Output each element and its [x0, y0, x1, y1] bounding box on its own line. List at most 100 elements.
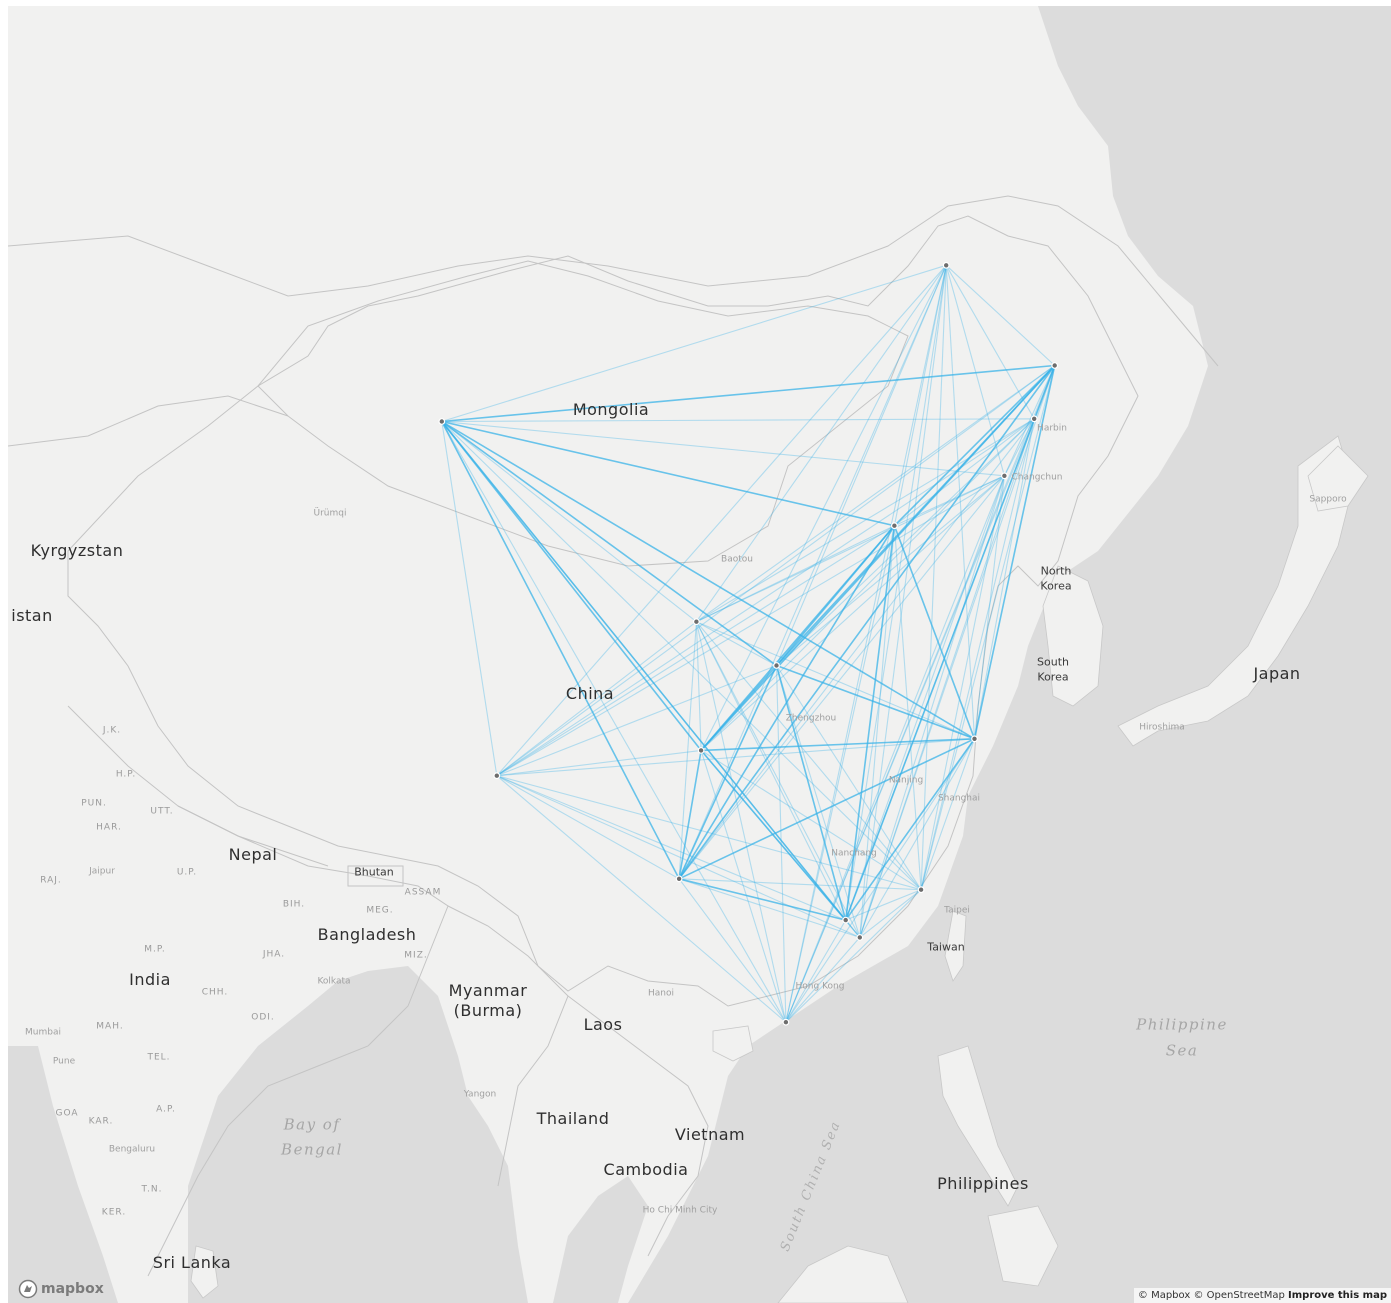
- city-marker[interactable]: [856, 934, 864, 941]
- label-taiwan: Taiwan: [927, 940, 965, 954]
- attribution-osm-link[interactable]: © OpenStreetMap: [1193, 1290, 1285, 1301]
- map-canvas[interactable]: Mongolia China Kyrgyzstan istan Nepal Bh…: [8, 6, 1391, 1303]
- flight-route: [859, 475, 1005, 938]
- region-raj: RAJ.: [40, 875, 62, 886]
- map-svg[interactable]: [8, 6, 1391, 1303]
- taiwan-landmass: [944, 910, 967, 982]
- city-kolkata: Kolkata: [317, 976, 351, 987]
- flight-route: [775, 665, 861, 938]
- flight-route: [695, 621, 922, 891]
- city-nanchang: Nanchang: [831, 848, 877, 859]
- city-marker[interactable]: [493, 772, 501, 780]
- label-thailand: Thailand: [536, 1109, 610, 1128]
- region-chh: CHH.: [201, 987, 229, 998]
- flight-route: [945, 265, 1035, 420]
- flight-route: [844, 525, 896, 921]
- region-ap: A.P.: [156, 1104, 176, 1115]
- flight-route: [441, 420, 1005, 477]
- mongolia-border: [257, 260, 909, 567]
- region-bih: BIH.: [282, 899, 306, 910]
- city-marker[interactable]: [971, 735, 978, 743]
- mapbox-logo-icon: [18, 1279, 38, 1299]
- city-bengaluru: Bengaluru: [108, 1144, 156, 1155]
- city-hanoi: Hanoi: [648, 988, 674, 999]
- flight-route: [920, 265, 947, 890]
- flight-route: [678, 665, 778, 880]
- city-marker[interactable]: [697, 747, 705, 754]
- flight-route: [696, 365, 1056, 623]
- city-marker[interactable]: [842, 916, 850, 924]
- region-hp: H.P.: [115, 769, 137, 780]
- attribution-mapbox-link[interactable]: © Mapbox: [1137, 1290, 1191, 1301]
- flight-route: [785, 265, 947, 1023]
- flight-route: [696, 525, 895, 623]
- flight-route: [496, 775, 922, 891]
- flight-route: [920, 738, 976, 890]
- city-marker[interactable]: [1001, 472, 1008, 480]
- city-hong-kong: Hong Kong: [795, 981, 845, 992]
- flight-route: [700, 750, 861, 938]
- flight-route: [776, 665, 922, 890]
- label-istan: istan: [11, 606, 53, 625]
- mapbox-logo-text: mapbox: [41, 1281, 104, 1297]
- flight-route: [441, 421, 787, 1023]
- city-taipei: Taipei: [944, 905, 970, 916]
- flight-route: [496, 775, 680, 880]
- city-marker[interactable]: [782, 1018, 790, 1026]
- flight-route: [775, 665, 787, 1023]
- city-marker[interactable]: [942, 261, 950, 269]
- city-marker[interactable]: [773, 662, 780, 669]
- flight-route: [441, 420, 975, 740]
- flight-route: [776, 475, 1005, 666]
- city-marker[interactable]: [438, 418, 446, 425]
- label-bangladesh: Bangladesh: [317, 925, 417, 944]
- flight-route: [920, 365, 1056, 890]
- flight-route: [441, 421, 498, 776]
- flight-route: [785, 475, 1005, 1023]
- city-baotou: Baotou: [721, 554, 753, 565]
- flight-route: [775, 265, 947, 666]
- flight-route: [441, 420, 777, 667]
- russia-border: [8, 195, 1219, 367]
- city-marker[interactable]: [1051, 362, 1059, 369]
- flight-route: [679, 878, 922, 891]
- flight-route: [920, 475, 1005, 890]
- label-myanmar-line2: (Burma): [453, 1001, 523, 1020]
- mapbox-logo[interactable]: mapbox: [18, 1279, 104, 1299]
- flight-route: [785, 418, 1035, 1023]
- flight-route: [859, 265, 947, 938]
- city-marker[interactable]: [917, 886, 925, 894]
- city-marker[interactable]: [891, 522, 898, 530]
- flight-route: [785, 365, 1056, 1023]
- city-zhengzhou: Zhengzhou: [785, 713, 837, 724]
- flight-route: [1003, 418, 1035, 477]
- flight-route: [678, 475, 1005, 880]
- label-laos: Laos: [583, 1015, 623, 1034]
- city-marker[interactable]: [675, 875, 683, 883]
- flight-route: [496, 365, 1056, 777]
- region-jk: J.K.: [102, 725, 122, 736]
- city-marker[interactable]: [1030, 415, 1038, 423]
- flight-route: [845, 889, 922, 921]
- luzon-landmass: [937, 1045, 1019, 1207]
- sri-lanka-landmass: [190, 1245, 219, 1299]
- china-border: [67, 215, 1139, 1007]
- flight-route: [678, 878, 860, 938]
- flight-route: [894, 418, 1035, 527]
- attribution-improve-link[interactable]: Improve this map: [1288, 1290, 1387, 1301]
- label-bhutan: Bhutan: [354, 865, 394, 879]
- flight-route: [695, 621, 702, 751]
- flight-route: [441, 418, 1035, 423]
- indochina-border: [567, 995, 709, 1257]
- region-ker: KER.: [101, 1207, 127, 1218]
- flight-route: [893, 525, 922, 890]
- flight-route: [496, 418, 1035, 777]
- city-marker[interactable]: [693, 618, 700, 626]
- flight-route: [700, 265, 947, 751]
- mindanao-landmass: [987, 1205, 1059, 1287]
- flight-route: [678, 878, 846, 921]
- flight-route: [945, 265, 1005, 476]
- flight-route: [441, 421, 922, 891]
- flight-route: [700, 750, 787, 1023]
- label-bay-of-bengal-line2: Bengal: [281, 1140, 343, 1159]
